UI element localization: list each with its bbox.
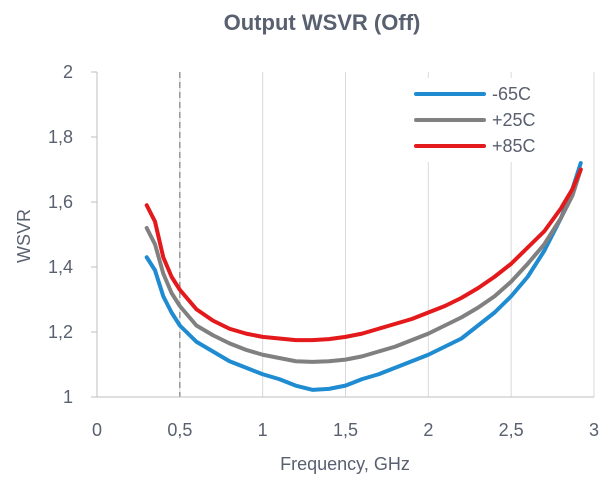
series-line-1 (144, 167, 583, 364)
x-tick-label: 0 (92, 420, 102, 440)
legend-label: -65C (492, 84, 531, 104)
legend-label: +25C (492, 110, 536, 130)
series-line-2 (144, 167, 583, 343)
axes: 1 1,2 1,4 1,6 1,8 2 0 0,5 1 1,5 2 2,5 3 (48, 62, 599, 440)
legend-label: +85C (492, 136, 536, 156)
series-lines (144, 161, 583, 392)
y-tick-label: 2 (63, 62, 73, 82)
x-tick-label: 2,5 (499, 420, 524, 440)
x-tick-label: 3 (589, 420, 599, 440)
y-tick-label: 1,6 (48, 192, 73, 212)
y-tick-label: 1,2 (48, 322, 73, 342)
series-line-0 (144, 161, 583, 392)
x-axis-label: Frequency, GHz (280, 454, 410, 474)
x-tick-label: 0,5 (167, 420, 192, 440)
x-tick-label: 1,5 (333, 420, 358, 440)
x-tick-label: 1 (258, 420, 268, 440)
y-tick-label: 1 (63, 387, 73, 407)
y-tick-label: 1,4 (48, 257, 73, 277)
chart-title: Output WSVR (Off) (224, 10, 421, 35)
legend: -65C +25C +85C (410, 78, 560, 162)
y-tick-label: 1,8 (48, 127, 73, 147)
y-axis-label: WSVR (14, 209, 34, 263)
x-tick-label: 2 (423, 420, 433, 440)
